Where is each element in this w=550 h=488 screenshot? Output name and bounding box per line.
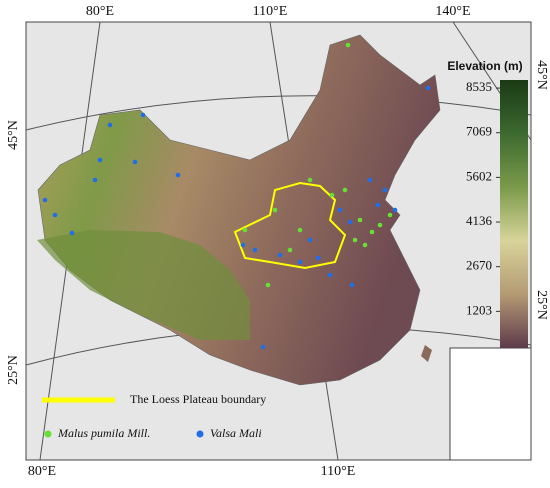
colorbar-tick-label: 7069 <box>466 124 492 139</box>
lon-label: 110°E <box>253 4 288 19</box>
lon-label: 80°E <box>28 464 56 479</box>
colorbar-tick-label: 5602 <box>466 168 492 183</box>
loess-boundary <box>233 181 347 270</box>
lon-label: 110°E <box>321 464 356 479</box>
colorbar-tick-label: 2670 <box>466 258 492 273</box>
inset-frame <box>449 347 532 461</box>
island <box>421 345 432 362</box>
legend-dot <box>196 430 204 438</box>
plateau-shading <box>37 230 250 340</box>
colorbar-tick-label: 8535 <box>466 79 492 94</box>
colorbar <box>500 80 528 348</box>
colorbar-ticks: 8535 7069 5602 4136 2670 1203 <box>466 79 500 317</box>
colorbar-tick-label: 1203 <box>466 302 492 317</box>
lat-label: 25°N <box>6 355 21 385</box>
legend-label: The Loess Plateau boundary <box>130 392 266 406</box>
lat-label: 45°N <box>6 120 21 150</box>
points-malus <box>242 42 393 288</box>
lon-label: 80°E <box>86 4 114 19</box>
legend-dot <box>44 430 52 438</box>
points-valsa <box>42 85 431 350</box>
legend-label: Valsa Mali <box>210 426 262 440</box>
legend-label: Malus pumila Mill. <box>57 426 150 440</box>
colorbar-tick-label: 4136 <box>466 213 493 228</box>
lon-label: 140°E <box>435 4 470 19</box>
colorbar-title: Elevation (m) <box>447 59 522 73</box>
lat-label: 25°N <box>534 290 549 320</box>
lat-label: 45°N <box>534 60 549 90</box>
